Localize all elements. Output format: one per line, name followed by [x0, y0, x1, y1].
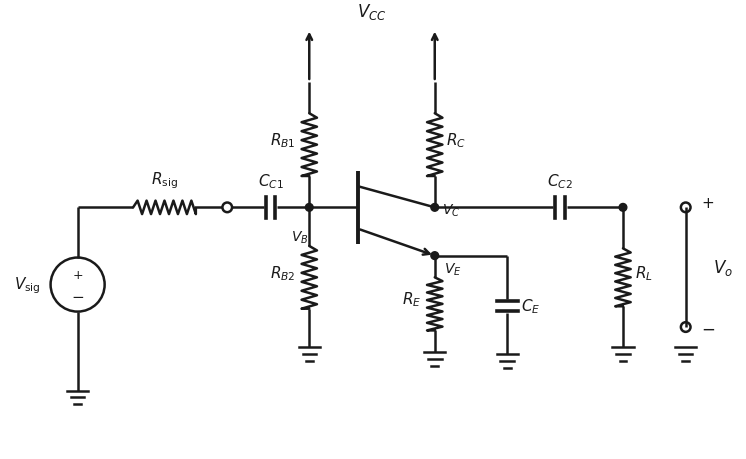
Text: $V_o$: $V_o$ [712, 257, 733, 278]
Text: $C_{C1}$: $C_{C1}$ [258, 172, 283, 190]
Text: $R_E$: $R_E$ [402, 290, 421, 309]
Text: $V_B$: $V_B$ [291, 229, 308, 246]
Text: $C_{C2}$: $C_{C2}$ [548, 172, 573, 190]
Circle shape [431, 252, 439, 260]
Circle shape [431, 204, 439, 212]
Circle shape [619, 204, 627, 212]
Text: $V_C$: $V_C$ [442, 202, 461, 219]
Text: $R_L$: $R_L$ [635, 263, 653, 282]
Text: $R_{\rm sig}$: $R_{\rm sig}$ [151, 170, 178, 190]
Text: $-$: $-$ [701, 319, 715, 337]
Text: $C_E$: $C_E$ [521, 297, 540, 315]
Text: $R_C$: $R_C$ [446, 131, 466, 150]
Circle shape [305, 204, 313, 212]
Text: $+$: $+$ [701, 196, 714, 211]
Text: $V_{CC}$: $V_{CC}$ [357, 2, 386, 22]
Text: $V_E$: $V_E$ [445, 261, 462, 277]
Text: $R_{B2}$: $R_{B2}$ [270, 263, 295, 282]
Text: $-$: $-$ [71, 287, 84, 302]
Text: $V_{\rm sig}$: $V_{\rm sig}$ [14, 274, 41, 295]
Text: $+$: $+$ [72, 269, 84, 282]
Text: $R_{B1}$: $R_{B1}$ [270, 131, 295, 150]
